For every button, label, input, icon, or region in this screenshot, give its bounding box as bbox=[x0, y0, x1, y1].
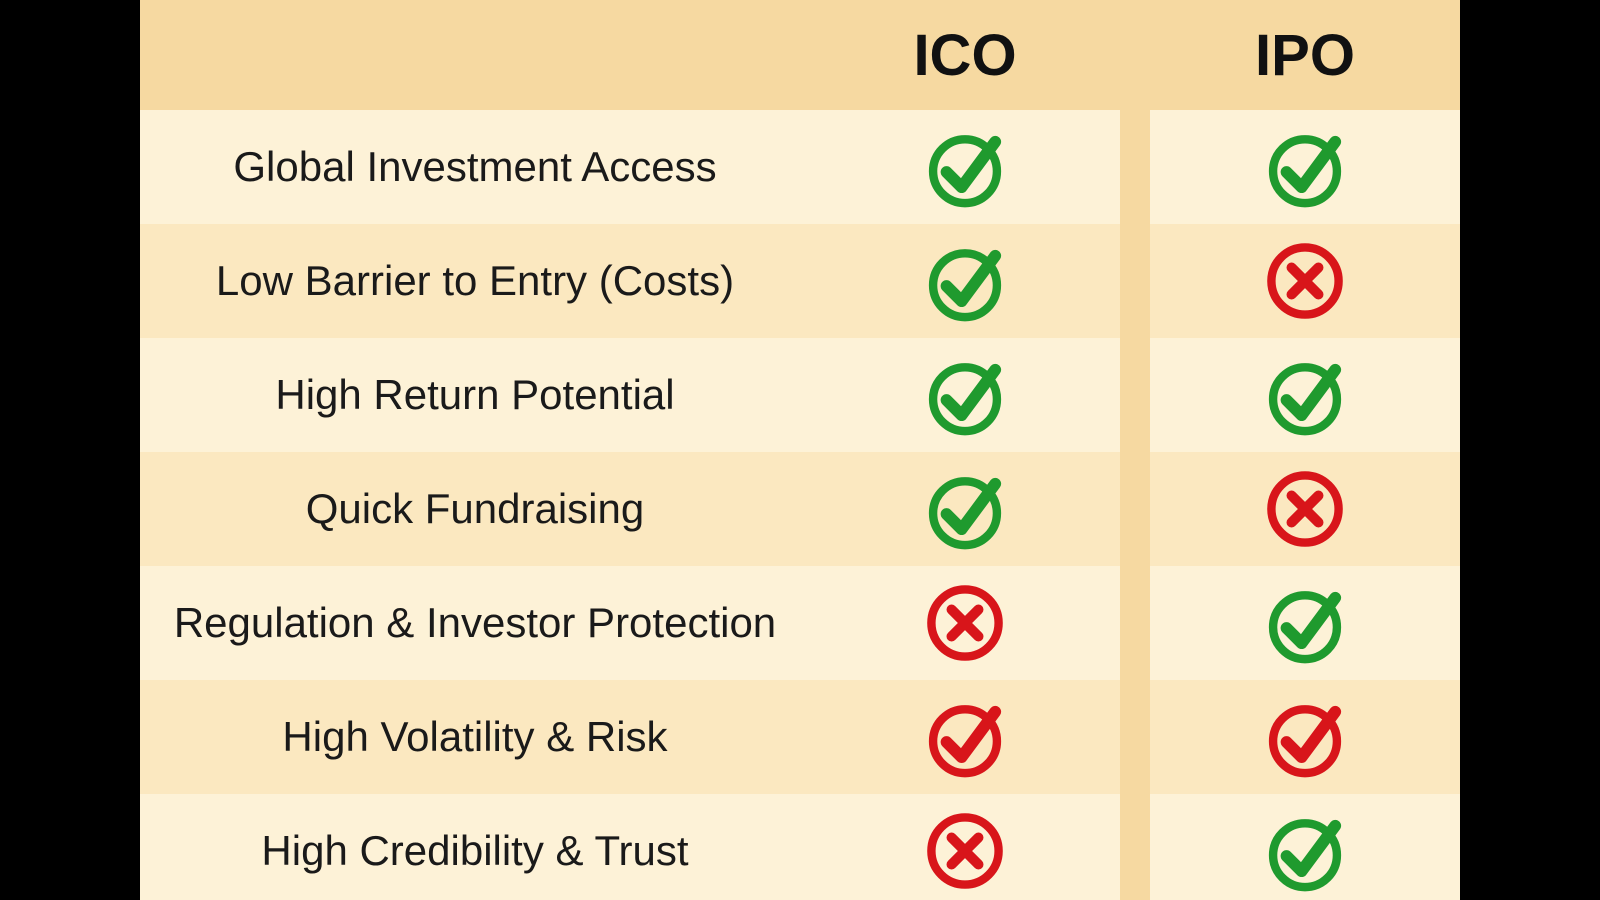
feature-label: High Volatility & Risk bbox=[282, 713, 667, 761]
ico-cell bbox=[810, 452, 1120, 566]
row-gap bbox=[1120, 224, 1150, 338]
row-gap bbox=[1120, 110, 1150, 224]
feature-label: Regulation & Investor Protection bbox=[174, 599, 776, 647]
feature-cell: Low Barrier to Entry (Costs) bbox=[140, 224, 810, 338]
table-row: High Credibility & Trust bbox=[140, 794, 1460, 900]
check-green-icon bbox=[923, 467, 1007, 551]
ipo-cell bbox=[1150, 452, 1460, 566]
row-gap bbox=[1120, 338, 1150, 452]
check-green-icon bbox=[923, 353, 1007, 437]
table-row: High Return Potential bbox=[140, 338, 1460, 452]
table-row: Low Barrier to Entry (Costs) bbox=[140, 224, 1460, 338]
table-row: Global Investment Access bbox=[140, 110, 1460, 224]
cross-red-icon bbox=[923, 581, 1007, 665]
table-row: High Volatility & Risk bbox=[140, 680, 1460, 794]
feature-cell: Quick Fundraising bbox=[140, 452, 810, 566]
row-gap bbox=[1120, 452, 1150, 566]
ico-cell bbox=[810, 110, 1120, 224]
ico-cell bbox=[810, 794, 1120, 900]
stage: ICO IPO Global Investment Access Low Bar… bbox=[0, 0, 1600, 900]
row-gap bbox=[1120, 794, 1150, 900]
check-red-icon bbox=[1263, 695, 1347, 779]
ico-cell bbox=[810, 224, 1120, 338]
header-row: ICO IPO bbox=[140, 0, 1460, 110]
check-green-icon bbox=[1263, 581, 1347, 665]
table-row: Quick Fundraising bbox=[140, 452, 1460, 566]
feature-label: Low Barrier to Entry (Costs) bbox=[216, 257, 734, 305]
feature-label: Global Investment Access bbox=[233, 143, 716, 191]
header-label: IPO bbox=[1255, 22, 1355, 89]
ipo-cell bbox=[1150, 224, 1460, 338]
check-green-icon bbox=[1263, 353, 1347, 437]
feature-cell: Global Investment Access bbox=[140, 110, 810, 224]
feature-cell: High Volatility & Risk bbox=[140, 680, 810, 794]
header-feature-cell bbox=[140, 0, 810, 110]
feature-cell: Regulation & Investor Protection bbox=[140, 566, 810, 680]
cross-red-icon bbox=[1263, 467, 1347, 551]
cross-red-icon bbox=[1263, 239, 1347, 323]
table-row: Regulation & Investor Protection bbox=[140, 566, 1460, 680]
table-body: Global Investment Access Low Barrier to … bbox=[140, 110, 1460, 900]
check-green-icon bbox=[1263, 809, 1347, 893]
check-green-icon bbox=[923, 125, 1007, 209]
row-gap bbox=[1120, 680, 1150, 794]
feature-label: High Return Potential bbox=[275, 371, 674, 419]
comparison-panel: ICO IPO Global Investment Access Low Bar… bbox=[140, 0, 1460, 900]
header-gap bbox=[1120, 0, 1150, 110]
ipo-cell bbox=[1150, 680, 1460, 794]
header-label: ICO bbox=[913, 22, 1016, 89]
header-col-ico: ICO bbox=[810, 0, 1120, 110]
header-col-ipo: IPO bbox=[1150, 0, 1460, 110]
ico-cell bbox=[810, 680, 1120, 794]
ipo-cell bbox=[1150, 794, 1460, 900]
feature-cell: High Return Potential bbox=[140, 338, 810, 452]
cross-red-icon bbox=[923, 809, 1007, 893]
ipo-cell bbox=[1150, 338, 1460, 452]
feature-label: High Credibility & Trust bbox=[261, 827, 688, 875]
feature-cell: High Credibility & Trust bbox=[140, 794, 810, 900]
check-red-icon bbox=[923, 695, 1007, 779]
feature-label: Quick Fundraising bbox=[306, 485, 644, 533]
ipo-cell bbox=[1150, 110, 1460, 224]
check-green-icon bbox=[1263, 125, 1347, 209]
ico-cell bbox=[810, 566, 1120, 680]
ipo-cell bbox=[1150, 566, 1460, 680]
ico-cell bbox=[810, 338, 1120, 452]
row-gap bbox=[1120, 566, 1150, 680]
check-green-icon bbox=[923, 239, 1007, 323]
